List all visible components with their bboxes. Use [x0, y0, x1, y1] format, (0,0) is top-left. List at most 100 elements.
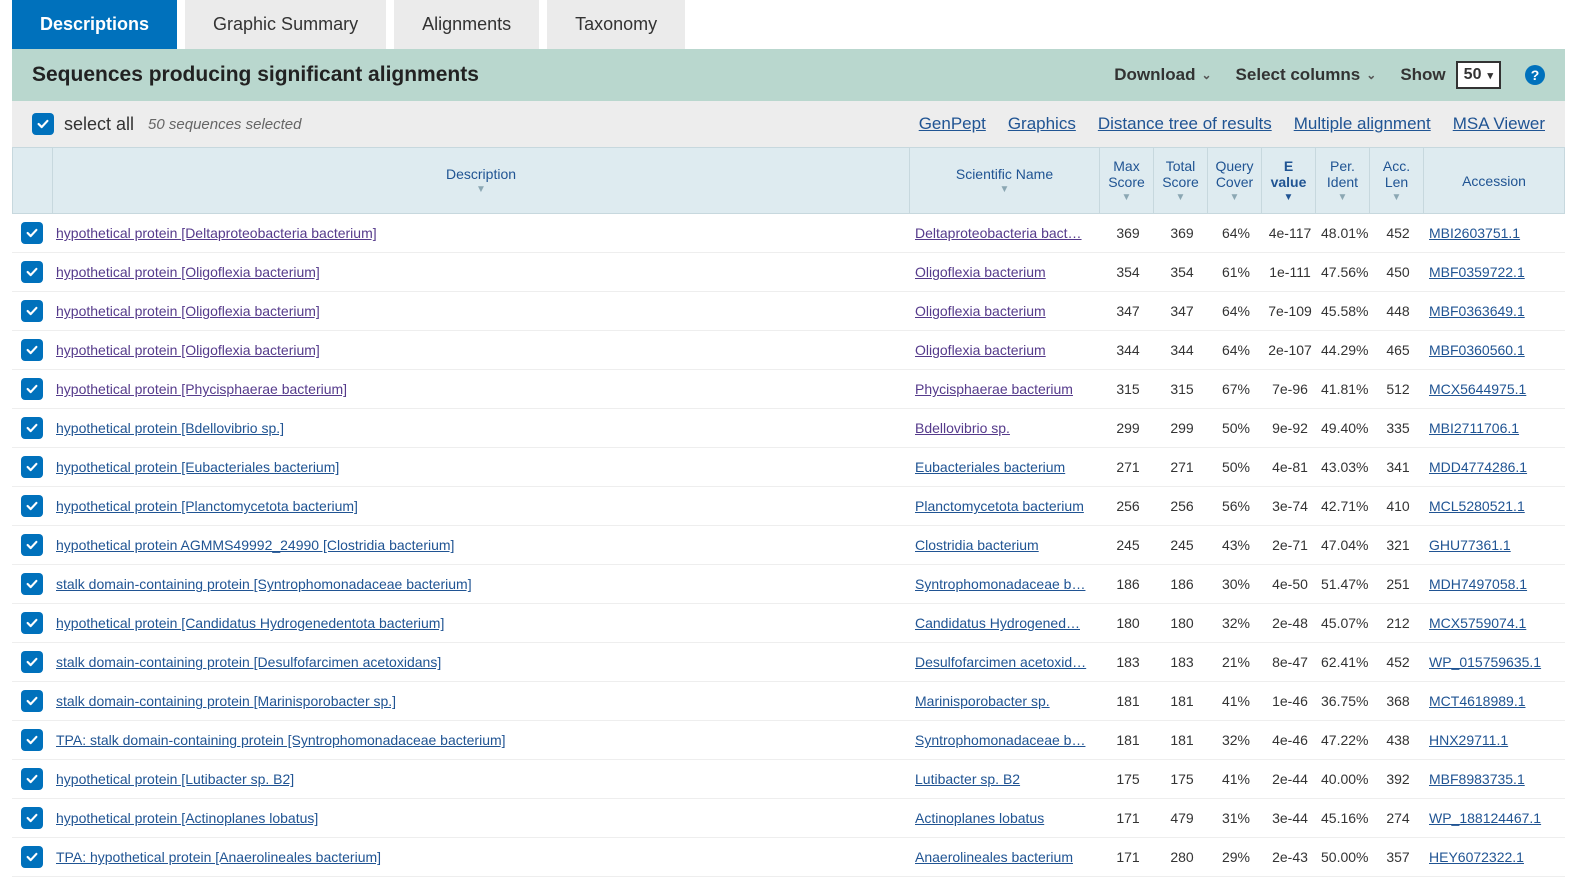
accession-link[interactable]: MBF8983735.1	[1429, 771, 1525, 787]
tab-graphic-summary[interactable]: Graphic Summary	[185, 0, 386, 49]
col-per-ident[interactable]: Per. Ident▼	[1316, 148, 1370, 213]
accession-link[interactable]: MDH7497058.1	[1429, 576, 1527, 592]
col-e-value[interactable]: E value▼	[1262, 148, 1316, 213]
row-checkbox[interactable]	[21, 417, 43, 439]
scientific-name-link[interactable]: Desulfofarcimen acetoxid…	[915, 654, 1097, 670]
select-columns-dropdown[interactable]: Select columns⌄	[1236, 65, 1377, 85]
link-msa-viewer[interactable]: MSA Viewer	[1453, 114, 1545, 134]
description-link[interactable]: hypothetical protein [Deltaproteobacteri…	[56, 225, 377, 241]
row-checkbox[interactable]	[21, 495, 43, 517]
accession-link[interactable]: MBF0360560.1	[1429, 342, 1525, 358]
e-value: 8e-47	[1263, 652, 1317, 672]
accession-link[interactable]: MCT4618989.1	[1429, 693, 1526, 709]
accession-link[interactable]: WP_188124467.1	[1429, 810, 1541, 826]
per-ident: 41.81%	[1317, 379, 1371, 399]
scientific-name-link[interactable]: Eubacteriales bacterium	[915, 459, 1097, 475]
link-multiple-alignment[interactable]: Multiple alignment	[1294, 114, 1431, 134]
scientific-name-link[interactable]: Marinisporobacter sp.	[915, 693, 1097, 709]
scientific-name-link[interactable]: Anaerolineales bacterium	[915, 849, 1097, 865]
accession-link[interactable]: MBI2711706.1	[1429, 420, 1519, 436]
row-checkbox[interactable]	[21, 300, 43, 322]
description-link[interactable]: hypothetical protein [Lutibacter sp. B2]	[56, 771, 294, 787]
scientific-name-link[interactable]: Syntrophomonadaceae b…	[915, 732, 1097, 748]
table-row: stalk domain-containing protein [Marinis…	[12, 682, 1565, 721]
col-acc-len[interactable]: Acc. Len▼	[1370, 148, 1424, 213]
scientific-name-link[interactable]: Oligoflexia bacterium	[915, 342, 1097, 358]
scientific-name-link[interactable]: Deltaproteobacteria bact…	[915, 225, 1097, 241]
table-row: stalk domain-containing protein [Syntrop…	[12, 565, 1565, 604]
description-link[interactable]: stalk domain-containing protein [Desulfo…	[56, 654, 441, 670]
accession-link[interactable]: MCL5280521.1	[1429, 498, 1525, 514]
row-checkbox[interactable]	[21, 690, 43, 712]
row-checkbox[interactable]	[21, 846, 43, 868]
row-checkbox[interactable]	[21, 768, 43, 790]
accession-link[interactable]: MBF0359722.1	[1429, 264, 1525, 280]
description-link[interactable]: hypothetical protein [Actinoplanes lobat…	[56, 810, 318, 826]
accession-link[interactable]: MBF0363649.1	[1429, 303, 1525, 319]
col-max-score[interactable]: Max Score▼	[1100, 148, 1154, 213]
row-checkbox[interactable]	[21, 807, 43, 829]
scientific-name-link[interactable]: Phycisphaerae bacterium	[915, 381, 1097, 397]
row-checkbox[interactable]	[21, 339, 43, 361]
description-link[interactable]: stalk domain-containing protein [Marinis…	[56, 693, 396, 709]
help-icon[interactable]: ?	[1525, 65, 1545, 85]
scientific-name-link[interactable]: Oligoflexia bacterium	[915, 264, 1097, 280]
tab-alignments[interactable]: Alignments	[394, 0, 539, 49]
description-link[interactable]: hypothetical protein [Phycisphaerae bact…	[56, 381, 347, 397]
accession-link[interactable]: HNX29711.1	[1429, 732, 1508, 748]
col-scientific-name[interactable]: Scientific Name▼	[910, 148, 1100, 213]
scientific-name-link[interactable]: Syntrophomonadaceae b…	[915, 576, 1097, 592]
accession-link[interactable]: WP_015759635.1	[1429, 654, 1541, 670]
scientific-name-link[interactable]: Oligoflexia bacterium	[915, 303, 1097, 319]
description-link[interactable]: hypothetical protein [Bdellovibrio sp.]	[56, 420, 284, 436]
description-link[interactable]: TPA: stalk domain-containing protein [Sy…	[56, 732, 506, 748]
row-checkbox[interactable]	[21, 534, 43, 556]
scientific-name-link[interactable]: Candidatus Hydrogened…	[915, 615, 1097, 631]
description-link[interactable]: hypothetical protein AGMMS49992_24990 [C…	[56, 537, 454, 553]
accession-link[interactable]: MCX5644975.1	[1429, 381, 1526, 397]
description-link[interactable]: hypothetical protein [Planctomycetota ba…	[56, 498, 358, 514]
accession-link[interactable]: MCX5759074.1	[1429, 615, 1526, 631]
col-total-score[interactable]: Total Score▼	[1154, 148, 1208, 213]
row-checkbox[interactable]	[21, 378, 43, 400]
description-link[interactable]: hypothetical protein [Candidatus Hydroge…	[56, 615, 444, 631]
row-checkbox[interactable]	[21, 261, 43, 283]
description-link[interactable]: TPA: hypothetical protein [Anaerolineale…	[56, 849, 381, 865]
table-row: hypothetical protein AGMMS49992_24990 [C…	[12, 526, 1565, 565]
scientific-name-link[interactable]: Bdellovibrio sp.	[915, 420, 1097, 436]
link-graphics[interactable]: Graphics	[1008, 114, 1076, 134]
sort-caret-icon: ▼	[1284, 192, 1294, 203]
tab-taxonomy[interactable]: Taxonomy	[547, 0, 685, 49]
scientific-name-link[interactable]: Actinoplanes lobatus	[915, 810, 1097, 826]
acc-len: 357	[1371, 847, 1425, 867]
link-genpept[interactable]: GenPept	[919, 114, 986, 134]
col-query-cover[interactable]: Query Cover▼	[1208, 148, 1262, 213]
row-checkbox[interactable]	[21, 651, 43, 673]
description-link[interactable]: stalk domain-containing protein [Syntrop…	[56, 576, 472, 592]
row-checkbox[interactable]	[21, 222, 43, 244]
description-link[interactable]: hypothetical protein [Oligoflexia bacter…	[56, 264, 320, 280]
link-distance-tree[interactable]: Distance tree of results	[1098, 114, 1272, 134]
scientific-name-link[interactable]: Planctomycetota bacterium	[915, 498, 1097, 514]
download-dropdown[interactable]: Download⌄	[1114, 65, 1211, 85]
select-all-checkbox[interactable]	[32, 113, 54, 135]
scientific-name-link[interactable]: Lutibacter sp. B2	[915, 771, 1097, 787]
description-link[interactable]: hypothetical protein [Eubacteriales bact…	[56, 459, 339, 475]
accession-link[interactable]: HEY6072322.1	[1429, 849, 1524, 865]
e-value: 2e-44	[1263, 769, 1317, 789]
description-link[interactable]: hypothetical protein [Oligoflexia bacter…	[56, 342, 320, 358]
description-link[interactable]: hypothetical protein [Oligoflexia bacter…	[56, 303, 320, 319]
accession-link[interactable]: MDD4774286.1	[1429, 459, 1527, 475]
accession-link[interactable]: MBI2603751.1	[1429, 225, 1520, 241]
per-ident: 48.01%	[1317, 223, 1371, 243]
row-checkbox[interactable]	[21, 729, 43, 751]
row-checkbox[interactable]	[21, 573, 43, 595]
row-checkbox[interactable]	[21, 456, 43, 478]
scientific-name-link[interactable]: Clostridia bacterium	[915, 537, 1097, 553]
accession-link[interactable]: GHU77361.1	[1429, 537, 1511, 553]
row-checkbox[interactable]	[21, 612, 43, 634]
col-accession[interactable]: Accession	[1424, 148, 1564, 213]
tab-descriptions[interactable]: Descriptions	[12, 0, 177, 49]
col-description[interactable]: Description▼	[53, 148, 910, 213]
show-select[interactable]: 50 ▾	[1456, 61, 1501, 89]
